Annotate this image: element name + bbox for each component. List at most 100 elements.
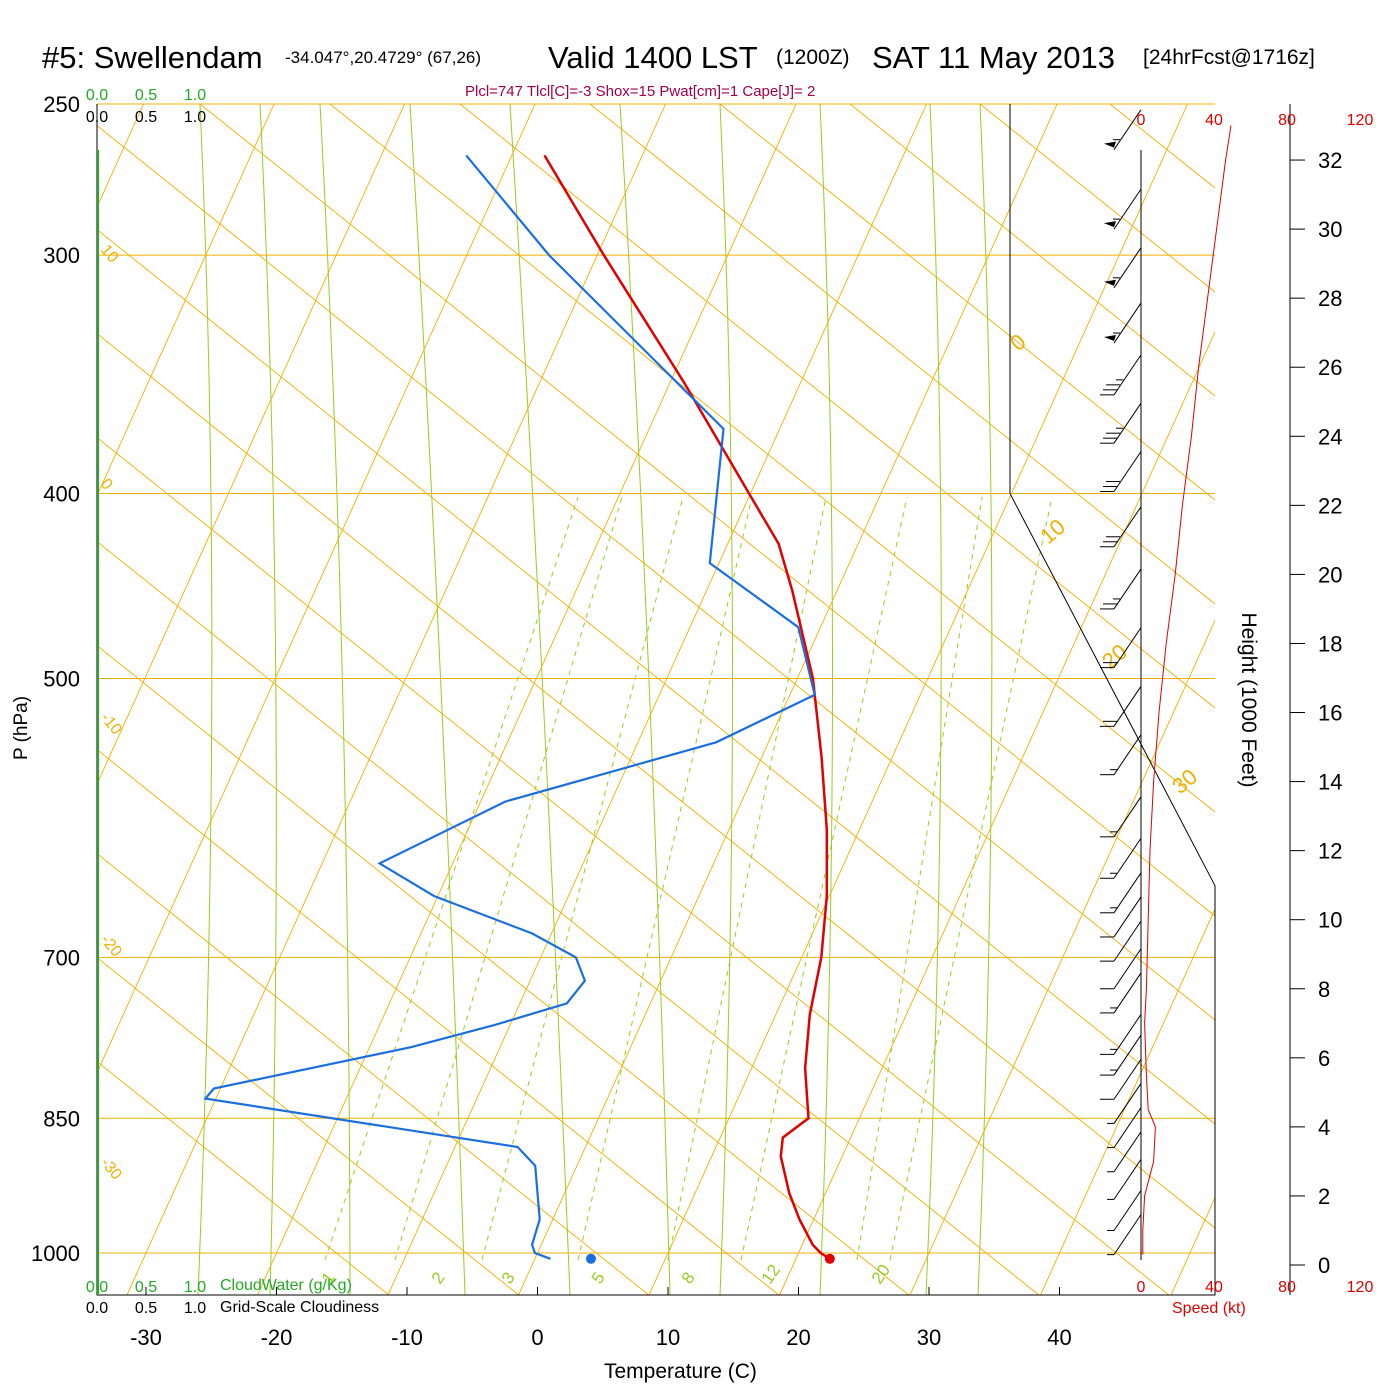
dry-adiabat-line bbox=[97, 1061, 390, 1295]
dry-adiabat-line bbox=[199, 104, 1215, 917]
wind-barb bbox=[1107, 1190, 1142, 1231]
height-tick-label: 22 bbox=[1318, 493, 1342, 518]
x-axis-title: Temperature (C) bbox=[604, 1360, 757, 1383]
isotherm-label: -30 bbox=[97, 1155, 125, 1184]
wind-barb bbox=[1100, 354, 1142, 396]
station-title: #5: Swellendam bbox=[42, 40, 263, 75]
plot-border bbox=[96, 104, 1216, 1296]
moist-adiabat-line bbox=[509, 104, 571, 1295]
wind-barb bbox=[1104, 109, 1142, 150]
mixing-ratio-line bbox=[856, 496, 983, 1261]
cloudiness-tick: 1.0 bbox=[184, 109, 206, 126]
dry-adiabat-line bbox=[589, 104, 1215, 605]
temperature-tick-label: -20 bbox=[261, 1325, 293, 1350]
theta-label: 0 bbox=[1005, 329, 1030, 356]
dry-adiabat-line bbox=[97, 229, 1215, 1125]
height-tick-label: 24 bbox=[1318, 424, 1342, 449]
sounding-indices: Plcl=747 Tlcl[C]=-3 Shox=15 Pwat[cm]=1 C… bbox=[465, 83, 816, 100]
temperature-line bbox=[543, 154, 831, 1260]
isotherm-line bbox=[1302, 104, 1400, 1295]
temperature-tick-label: 0 bbox=[531, 1325, 543, 1350]
isotherm-label: -10 bbox=[97, 710, 125, 739]
dry-adiabat-line bbox=[1370, 104, 1400, 1295]
speed-tick-label: 120 bbox=[1347, 1279, 1374, 1296]
wind-barb bbox=[1100, 837, 1142, 879]
height-tick-label: 32 bbox=[1318, 148, 1342, 173]
wind-barb bbox=[1100, 896, 1142, 938]
dry-adiabat-line bbox=[97, 125, 1215, 1021]
dry-adiabat-line bbox=[97, 749, 780, 1295]
speed-tick-label: 40 bbox=[1205, 112, 1223, 129]
dry-adiabat-line bbox=[719, 104, 1215, 501]
mixing-ratio-label: 2 bbox=[428, 1269, 449, 1288]
isotherm-line bbox=[257, 104, 797, 1295]
wind-barb-staff bbox=[1113, 1083, 1142, 1124]
wind-barb-staff bbox=[1113, 1014, 1142, 1055]
valid-time: Valid 1400 LST bbox=[548, 40, 758, 75]
utc-time: (1200Z) bbox=[776, 46, 850, 69]
mixing-ratio-label: 12 bbox=[758, 1261, 784, 1287]
wind-barb bbox=[1107, 1083, 1142, 1124]
wind-barb bbox=[1104, 247, 1142, 289]
height-tick-label: 16 bbox=[1318, 701, 1342, 726]
dry-adiabat-line bbox=[97, 437, 1170, 1295]
dry-adiabat-line bbox=[97, 541, 1040, 1295]
dewpoint-line bbox=[203, 154, 816, 1260]
mixing-ratio-line bbox=[740, 496, 908, 1261]
mixing-ratio-lines bbox=[324, 496, 1053, 1261]
wind-barb bbox=[1104, 302, 1142, 344]
wind-barb-staff bbox=[1113, 568, 1142, 610]
wind-barb-staff bbox=[1113, 920, 1142, 962]
wind-barb-staff bbox=[1113, 837, 1142, 879]
speed-tick-label: 40 bbox=[1205, 1279, 1223, 1296]
plot-frame bbox=[96, 104, 1216, 1296]
isotherm-label: -20 bbox=[97, 932, 125, 961]
cloudiness-tick: 0.0 bbox=[86, 1300, 108, 1317]
height-axis-title: Height (1000 Feet) bbox=[1237, 612, 1260, 788]
wind-barb-staff bbox=[1113, 1131, 1142, 1173]
height-tick-label: 2 bbox=[1318, 1184, 1330, 1209]
height-tick-label: 6 bbox=[1318, 1046, 1330, 1071]
height-tick-label: 28 bbox=[1318, 286, 1342, 311]
theta-label: 20 bbox=[1097, 639, 1132, 674]
isotherm-line bbox=[387, 104, 927, 1295]
pressure-tick-label: 300 bbox=[43, 243, 80, 268]
pressure-tick-label: 250 bbox=[43, 92, 80, 117]
wind-barb bbox=[1107, 1159, 1142, 1200]
moist-adiabat-line bbox=[319, 104, 351, 1295]
speed-tick-label: 80 bbox=[1278, 1279, 1296, 1296]
mixing-ratio-line bbox=[889, 496, 1053, 1261]
wind-barb-staff bbox=[1113, 506, 1142, 548]
mixing-ratio-label: 3 bbox=[498, 1269, 519, 1288]
moist-adiabat-line bbox=[619, 104, 671, 1295]
isotherm-line bbox=[648, 104, 1188, 1295]
speed-tick-label: 0 bbox=[1137, 112, 1146, 129]
wind-barb bbox=[1100, 796, 1142, 838]
wind-barb bbox=[1104, 188, 1142, 230]
wind-barb-staff bbox=[1113, 1058, 1142, 1100]
moist-adiabat-line bbox=[409, 104, 466, 1295]
adiabat-lines bbox=[97, 104, 1400, 1295]
cloudiness-tick: 0.5 bbox=[135, 109, 157, 126]
pressure-tick-label: 700 bbox=[43, 945, 80, 970]
surface-temperature-marker bbox=[824, 1253, 835, 1264]
moist-adiabat-line bbox=[197, 104, 213, 1295]
moist-adiabat-line bbox=[977, 104, 993, 1295]
wind-barb-staff bbox=[1113, 796, 1142, 838]
wind-barb bbox=[1100, 402, 1142, 444]
height-tick-label: 30 bbox=[1318, 217, 1342, 242]
mixing-ratio-line bbox=[577, 496, 753, 1261]
wind-barb-staff bbox=[1113, 188, 1142, 230]
pressure-tick-label: 1000 bbox=[31, 1241, 80, 1266]
wind-barb-staff bbox=[1113, 354, 1142, 396]
mixing-ratio-line bbox=[667, 496, 827, 1261]
wind-speed-profile bbox=[1142, 125, 1232, 1255]
isotherm-label: 10 bbox=[97, 242, 122, 267]
moist-adiabat-line bbox=[719, 104, 733, 1295]
moist-adiabat-line bbox=[259, 104, 277, 1295]
wind-barb bbox=[1100, 872, 1142, 914]
wind-barb bbox=[1100, 568, 1142, 610]
cloudiness-label: Grid-Scale Cloudiness bbox=[220, 1299, 380, 1316]
mixing-ratio-label: 8 bbox=[678, 1269, 699, 1288]
